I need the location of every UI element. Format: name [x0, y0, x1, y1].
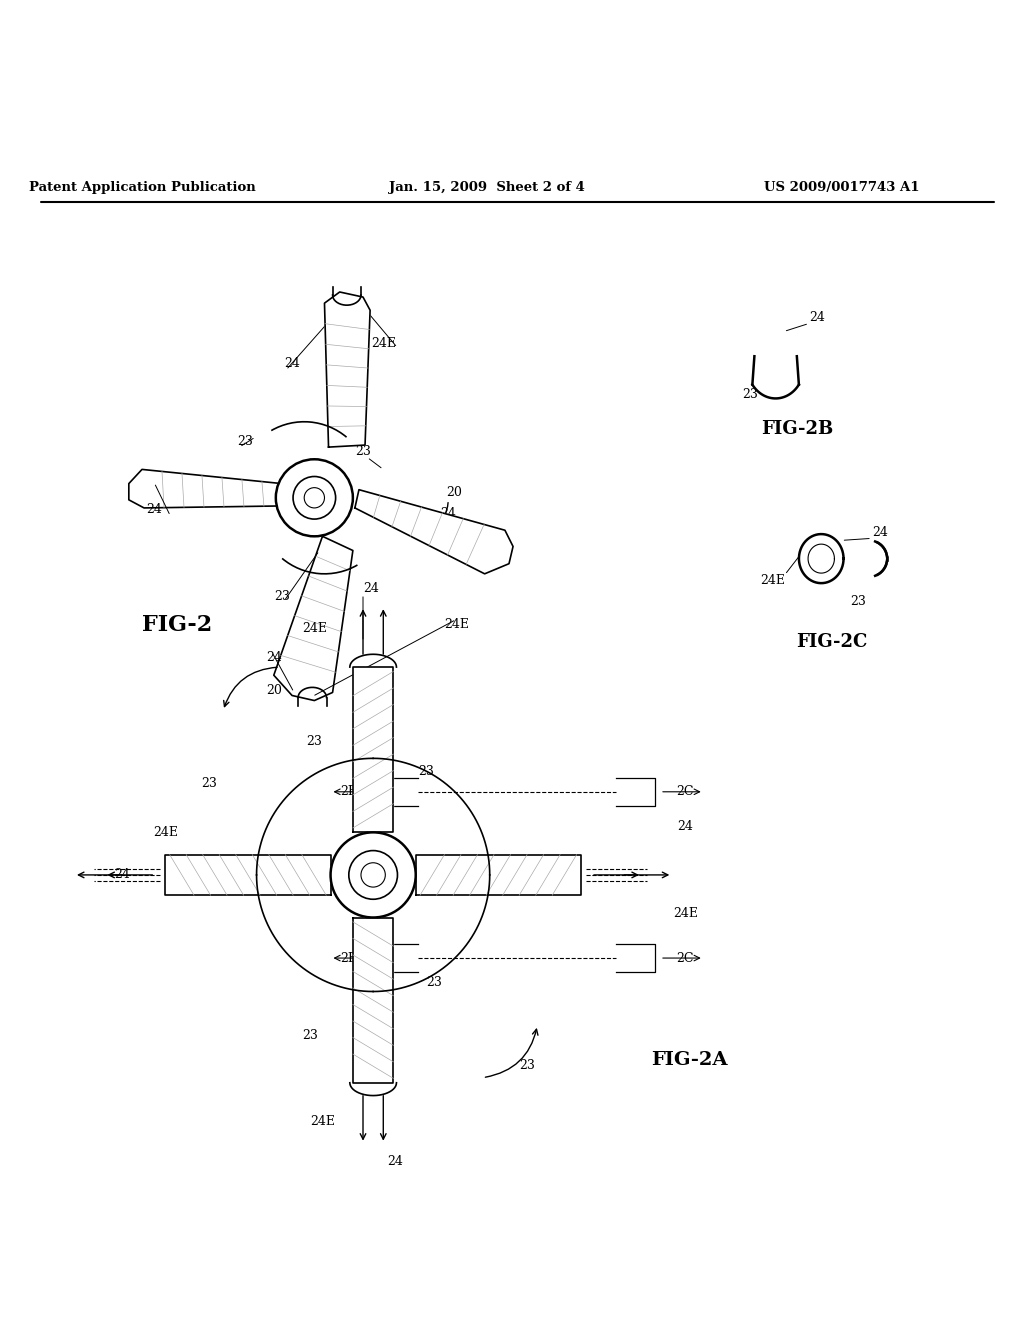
Polygon shape	[355, 490, 513, 574]
Text: 24: 24	[872, 525, 888, 539]
Text: 24: 24	[146, 503, 162, 516]
Circle shape	[275, 459, 353, 536]
Polygon shape	[353, 667, 393, 833]
Text: Patent Application Publication: Patent Application Publication	[29, 181, 255, 194]
Text: 24E: 24E	[302, 622, 327, 635]
Text: FIG-2: FIG-2	[142, 614, 213, 635]
Text: 24E: 24E	[673, 907, 698, 920]
Text: 24E: 24E	[310, 1115, 335, 1127]
Text: 24E: 24E	[153, 826, 178, 838]
Text: 24: 24	[114, 869, 130, 882]
Text: 24: 24	[364, 582, 379, 594]
Text: 2B: 2B	[340, 785, 357, 799]
Circle shape	[293, 477, 336, 519]
Text: 20: 20	[446, 486, 462, 499]
Text: 24: 24	[678, 820, 693, 833]
Text: 23: 23	[302, 1028, 318, 1041]
Circle shape	[361, 863, 385, 887]
Polygon shape	[799, 535, 844, 583]
Text: 23: 23	[426, 975, 442, 989]
Text: 23: 23	[274, 590, 290, 603]
Polygon shape	[353, 917, 393, 1082]
Polygon shape	[165, 854, 331, 895]
Text: 24: 24	[387, 1155, 403, 1168]
Text: FIG-2B: FIG-2B	[761, 420, 834, 438]
Text: 24: 24	[440, 507, 456, 520]
Text: US 2009/0017743 A1: US 2009/0017743 A1	[764, 181, 920, 194]
Polygon shape	[416, 854, 581, 895]
Text: FIG-2C: FIG-2C	[796, 632, 867, 651]
Text: 23: 23	[238, 434, 253, 447]
Text: 24E: 24E	[760, 574, 785, 587]
Circle shape	[349, 850, 397, 899]
Text: FIG-2A: FIG-2A	[651, 1052, 728, 1069]
Text: 23: 23	[201, 777, 217, 791]
Polygon shape	[129, 470, 284, 508]
Circle shape	[331, 833, 416, 917]
Text: 24E: 24E	[443, 618, 469, 631]
Text: Jan. 15, 2009  Sheet 2 of 4: Jan. 15, 2009 Sheet 2 of 4	[389, 181, 585, 194]
Text: 24: 24	[284, 358, 300, 371]
Text: 23: 23	[355, 445, 371, 458]
Text: 24E: 24E	[371, 337, 396, 350]
Text: 23: 23	[850, 595, 865, 607]
Text: 2C: 2C	[677, 952, 694, 965]
Text: 23: 23	[418, 766, 434, 777]
Polygon shape	[325, 292, 370, 447]
Text: 2C: 2C	[677, 785, 694, 799]
Text: 23: 23	[742, 388, 758, 401]
Text: 2B: 2B	[340, 952, 357, 965]
Polygon shape	[273, 536, 353, 701]
Text: 24: 24	[266, 652, 282, 664]
Circle shape	[304, 487, 325, 508]
Text: 23: 23	[519, 1059, 536, 1072]
Text: 20: 20	[266, 684, 282, 697]
Text: 23: 23	[306, 735, 323, 747]
Text: 24: 24	[809, 310, 825, 323]
